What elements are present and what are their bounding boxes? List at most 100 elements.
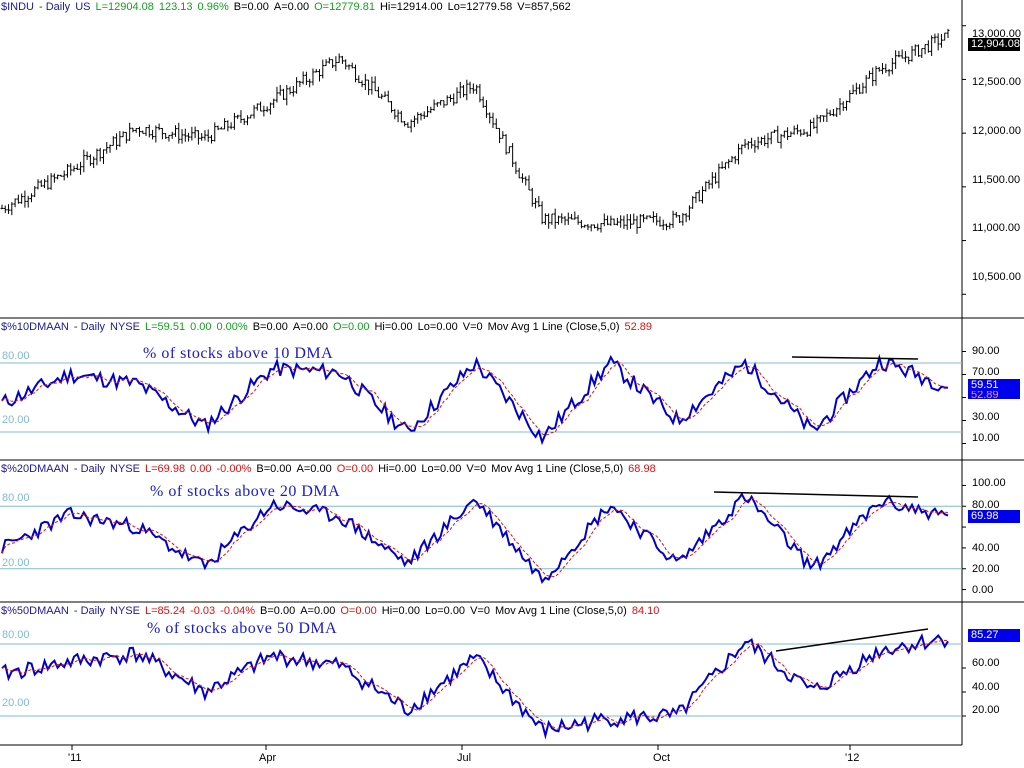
p10-ref-upper-label: 80.00 [2,350,30,362]
p20-ytick: 40.00 [972,542,1000,554]
price-ytick: 12,500.00 [972,76,1021,88]
bid-value: B=0.00 [233,1,269,13]
p20-ref-lower-label: 20.00 [2,557,30,569]
price-ytick: 11,000.00 [972,222,1021,234]
indicator-line [1,353,949,446]
trend-line [791,356,919,360]
p20-ytick: 80.00 [972,499,1000,511]
change-pct: -0.00% [216,463,252,475]
period-label: - Daily [39,1,71,13]
bid-value: B=0.00 [252,321,288,333]
price-header: $INDU - Daily US L=12904.08 123.13 0.96% B=0.0… [1,1,576,14]
period-label: - Daily [73,321,106,333]
xtick-label: '12 [845,752,860,764]
p20-ref-upper-label: 80.00 [2,492,30,504]
low-value: Lo=0.00 [417,321,458,333]
p10-value-badge: 59.51 [968,379,1020,392]
high-value: Hi=12914.00 [379,1,443,13]
change-value: -0.03 [190,605,216,617]
xtick-label: Jul [457,752,472,764]
volume-value: V=0 [466,463,487,475]
change-value: 123.13 [158,1,193,13]
p20-ytick: 20.00 [972,563,1000,575]
period-label: - Daily [73,463,106,475]
price-ytick: 10,500.00 [972,271,1021,283]
p10-ref-lower-label: 20.00 [2,414,30,426]
xtick-label: Oct [653,752,671,764]
price-last-badge: 12,904.08 [968,38,1020,51]
indicator-line [1,492,949,584]
exchange-label: NYSE [110,605,140,617]
p50-ref-upper-label: 80.00 [2,629,30,641]
exchange-label: NYSE [110,321,140,333]
low-value: Lo=12779.58 [447,1,513,13]
p20-header: $%20DMAAN - Daily NYSE L=69.98 0.00 -0.00% B=0… [1,463,661,476]
open-value: O=0.00 [333,321,370,333]
open-value: O=0.00 [336,463,374,475]
open-value: O=12779.81 [314,1,375,13]
ask-value: A=0.00 [300,605,336,617]
symbol-label: $%50DMAAN [1,605,69,617]
change-pct: 0.00% [216,321,248,333]
p20-title: % of stocks above 20 DMA [150,483,341,500]
ask-value: A=0.00 [292,321,329,333]
p50-ytick: 60.00 [972,657,1000,669]
high-value: Hi=0.00 [381,605,420,617]
p50-ytick: 20.00 [972,704,1000,716]
p20-ytick: 0.00 [972,584,994,596]
ma-value: 52.89 [624,321,653,333]
p10-ytick: 30.00 [972,411,1000,423]
high-value: Hi=0.00 [378,463,417,475]
p10-ytick: 70.00 [972,366,1000,378]
ask-value: A=0.00 [273,1,310,13]
volume-value: V=857,562 [517,1,571,13]
change-pct: 0.96% [197,1,229,13]
p10-ma-badge: 52.89 [968,391,1020,399]
moving-average-line [1,362,949,436]
p50-header: $%50DMAAN - Daily NYSE L=85.24 -0.03 -0.04% B=… [1,605,664,618]
p20-ytick: 100.00 [972,477,1006,489]
last-value: L=12904.08 [95,1,154,13]
high-value: Hi=0.00 [374,321,413,333]
ma-value: 68.98 [628,463,656,475]
last-value: L=59.51 [145,321,186,333]
ma-label: Mov Avg 1 Line (Close,5,0) [494,605,627,617]
p10-header: $%10DMAAN - Daily NYSE L=59.51 0.00 0.00% B=0.… [1,321,657,334]
low-value: Lo=0.00 [421,463,462,475]
exchange-label: US [75,1,91,13]
exchange-label: NYSE [110,463,140,475]
last-value: L=85.24 [145,605,186,617]
price-ytick: 11,500.00 [972,174,1021,186]
volume-value: V=0 [470,605,490,617]
symbol-label: $INDU [1,1,35,13]
open-value: O=0.00 [340,605,377,617]
low-value: Lo=0.00 [424,605,466,617]
xtick-label: '11 [68,752,82,764]
last-value: L=69.98 [145,463,186,475]
trend-line [775,628,929,652]
p10-ytick: 10.00 [972,432,1000,444]
change-value: 0.00 [190,463,212,475]
period-label: - Daily [73,605,106,617]
trend-line [713,491,919,498]
indicator-line [1,632,949,740]
p10-ytick: 90.00 [972,345,1000,357]
price-ytick: 12,000.00 [972,125,1021,137]
p50-value-badge: 85.27 [968,629,1020,642]
xtick-label: Apr [259,752,277,764]
ma-label: Mov Avg 1 Line (Close,5,0) [491,463,624,475]
p50-ref-lower-label: 20.00 [2,697,30,709]
volume-value: V=0 [462,321,483,333]
bid-value: B=0.00 [256,463,292,475]
ma-label: Mov Avg 1 Line (Close,5,0) [487,321,620,333]
p10-title: % of stocks above 10 DMA [143,345,334,362]
change-value: 0.00 [190,321,212,333]
ma-value: 84.10 [631,605,660,617]
price-ytick: 13,000.00 [972,28,1021,40]
p20-value-badge: 69.98 [968,510,1020,523]
moving-average-line [1,639,949,731]
p50-ytick: 40.00 [972,681,1000,693]
bid-value: B=0.00 [260,605,296,617]
